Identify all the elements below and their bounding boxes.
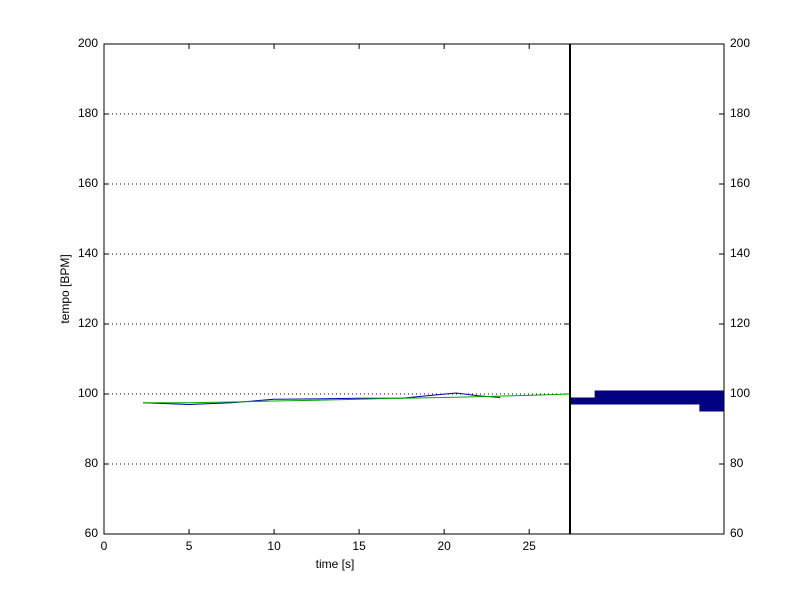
y2-tick-label: 100 — [730, 386, 750, 400]
y-axis-label: tempo [BPM] — [58, 254, 72, 323]
y2-tick-label: 80 — [730, 456, 744, 470]
line-series — [143, 392, 501, 406]
y2-tick-label: 60 — [730, 526, 744, 540]
x-tick-label: 15 — [352, 539, 366, 553]
x-tick-label: 5 — [186, 539, 193, 553]
y-tick-label: 200 — [78, 36, 98, 50]
y-tick-label: 140 — [78, 246, 98, 260]
x-axis-label: time [s] — [316, 557, 355, 571]
y-tick-label: 60 — [85, 526, 99, 540]
y2-tick-label: 160 — [730, 176, 750, 190]
x-tick-label: 0 — [101, 539, 108, 553]
histogram-bar — [699, 404, 724, 412]
y2-tick-label: 200 — [730, 36, 750, 50]
y-tick-label: 80 — [85, 456, 99, 470]
y2-tick-label: 140 — [730, 246, 750, 260]
y-tick-label: 120 — [78, 316, 98, 330]
y-tick-label: 100 — [78, 386, 98, 400]
x-tick-label: 10 — [267, 539, 281, 553]
line-series — [143, 393, 571, 404]
plot-frame — [103, 43, 725, 535]
x-tick-label: 20 — [437, 539, 451, 553]
histogram-bar — [570, 397, 724, 405]
y-tick-label: 180 — [78, 106, 98, 120]
y-tick-label: 160 — [78, 176, 98, 190]
y2-tick-label: 120 — [730, 316, 750, 330]
histogram-bar — [594, 390, 724, 398]
y2-tick-label: 180 — [730, 106, 750, 120]
x-tick-label: 25 — [523, 539, 537, 553]
